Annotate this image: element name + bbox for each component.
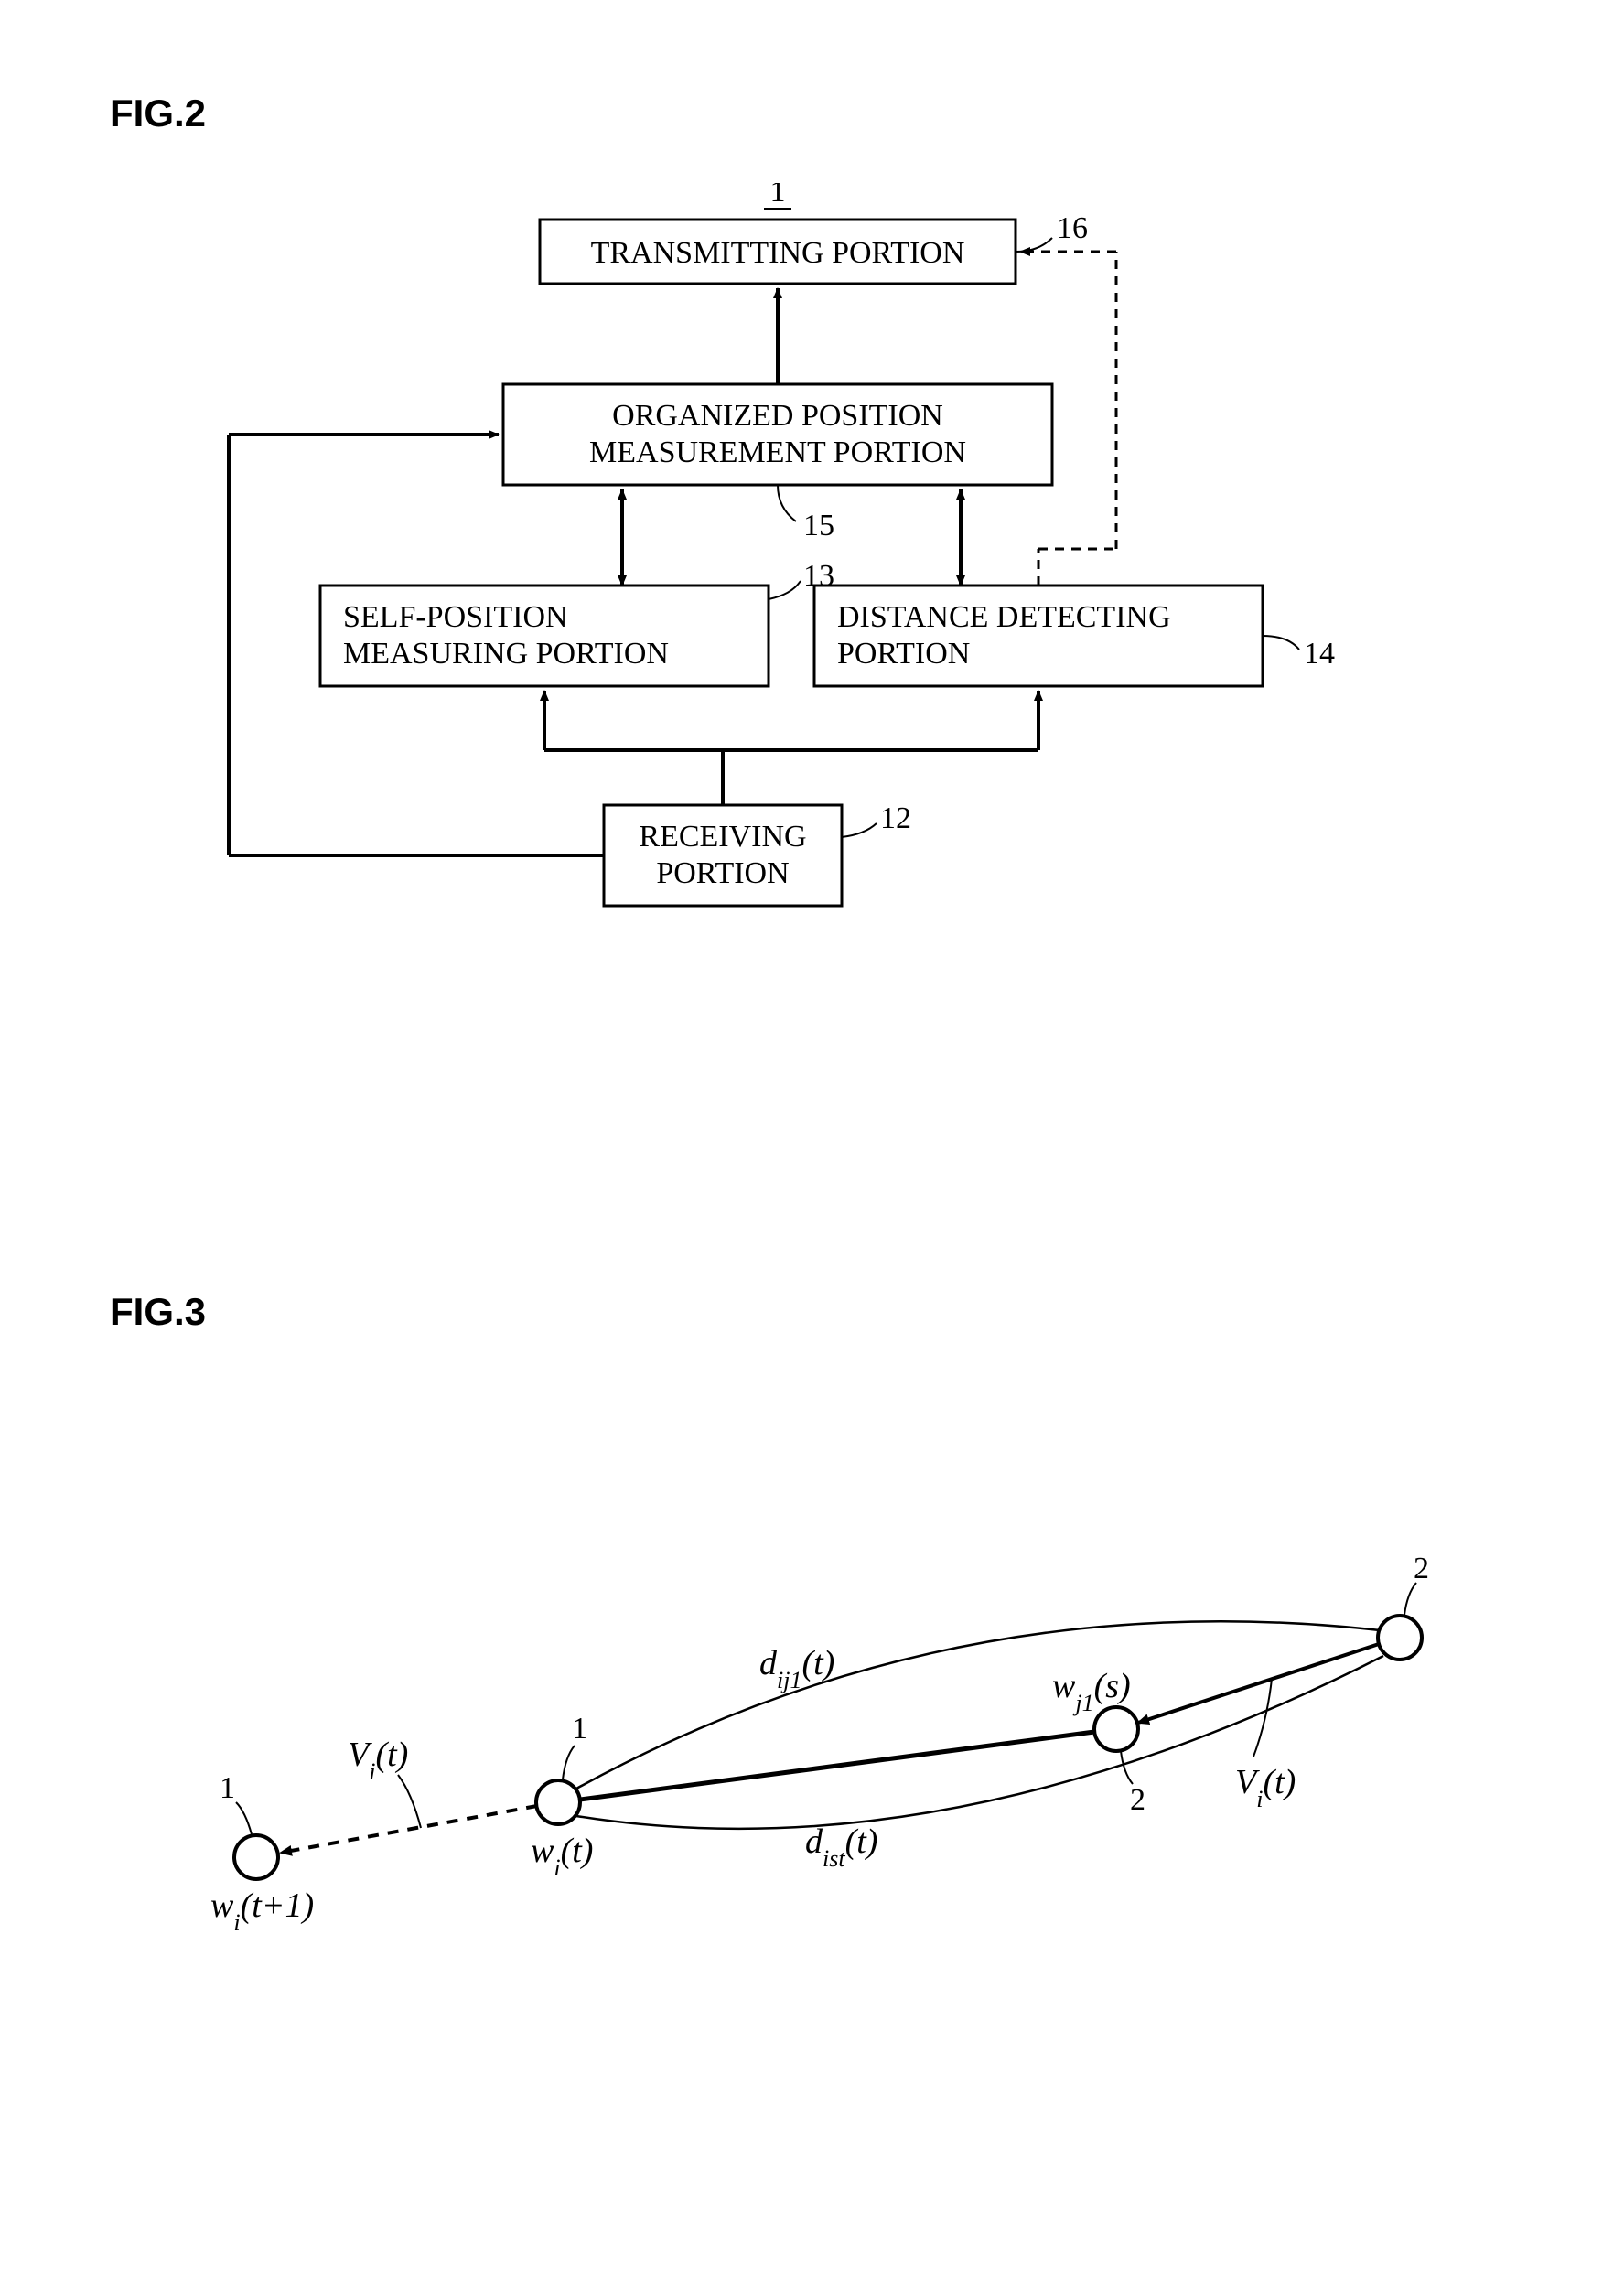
ref-12: 12	[880, 801, 911, 835]
arc-dij1	[576, 1621, 1380, 1789]
block-receiving-text1: RECEIVING	[639, 820, 806, 854]
block-selfpos-text1: SELF-POSITION	[343, 600, 568, 634]
node-n2-mid	[1094, 1707, 1138, 1751]
fig3-label: FIG.3	[110, 1290, 206, 1334]
n1mid-num: 1	[572, 1712, 587, 1746]
n2top-num: 2	[1414, 1552, 1429, 1585]
n1bottom-num: 1	[220, 1771, 235, 1805]
block-transmitting-text: TRANSMITTING PORTION	[591, 236, 965, 270]
ref-14: 14	[1304, 637, 1335, 671]
edge-n2mid-n1mid	[580, 1732, 1094, 1800]
fig2-diagram: 1 TRANSMITTING PORTION 16 ORGANIZED POSI…	[137, 183, 1510, 1006]
block-organized-text1: ORGANIZED POSITION	[612, 399, 943, 433]
label-dist: dist(t)	[805, 1822, 877, 1872]
block-selfpos-text2: MEASURING PORTION	[343, 637, 669, 671]
fig2-top-num: 1	[770, 183, 786, 209]
block-distance-text2: PORTION	[837, 637, 970, 671]
fig3-diagram: 1 1 2 2 wi(t+1) wi(t) wj1(s) dij1(t) dis…	[91, 1464, 1533, 1967]
block-organized-text2: MEASUREMENT PORTION	[589, 435, 966, 469]
edge-n1mid-n1bottom	[281, 1806, 537, 1853]
block-distance-text1: DISTANCE DETECTING	[837, 600, 1171, 634]
w-n1mid: wi(t)	[531, 1832, 593, 1881]
label-dij1: dij1(t)	[759, 1644, 834, 1693]
label-vi-right: Vi(t)	[1235, 1763, 1296, 1812]
ref-15: 15	[803, 509, 834, 543]
node-n1-bottom	[234, 1835, 278, 1879]
w-n1bottom: wi(t+1)	[210, 1886, 314, 1936]
block-receiving-text2: PORTION	[656, 856, 789, 890]
fig2-label: FIG.2	[110, 91, 206, 135]
node-n2-top	[1378, 1616, 1422, 1660]
n2mid-num: 2	[1130, 1783, 1145, 1817]
node-n1-mid	[536, 1780, 580, 1824]
edge-n2top-n2mid	[1138, 1644, 1379, 1723]
ref-16: 16	[1057, 211, 1088, 245]
